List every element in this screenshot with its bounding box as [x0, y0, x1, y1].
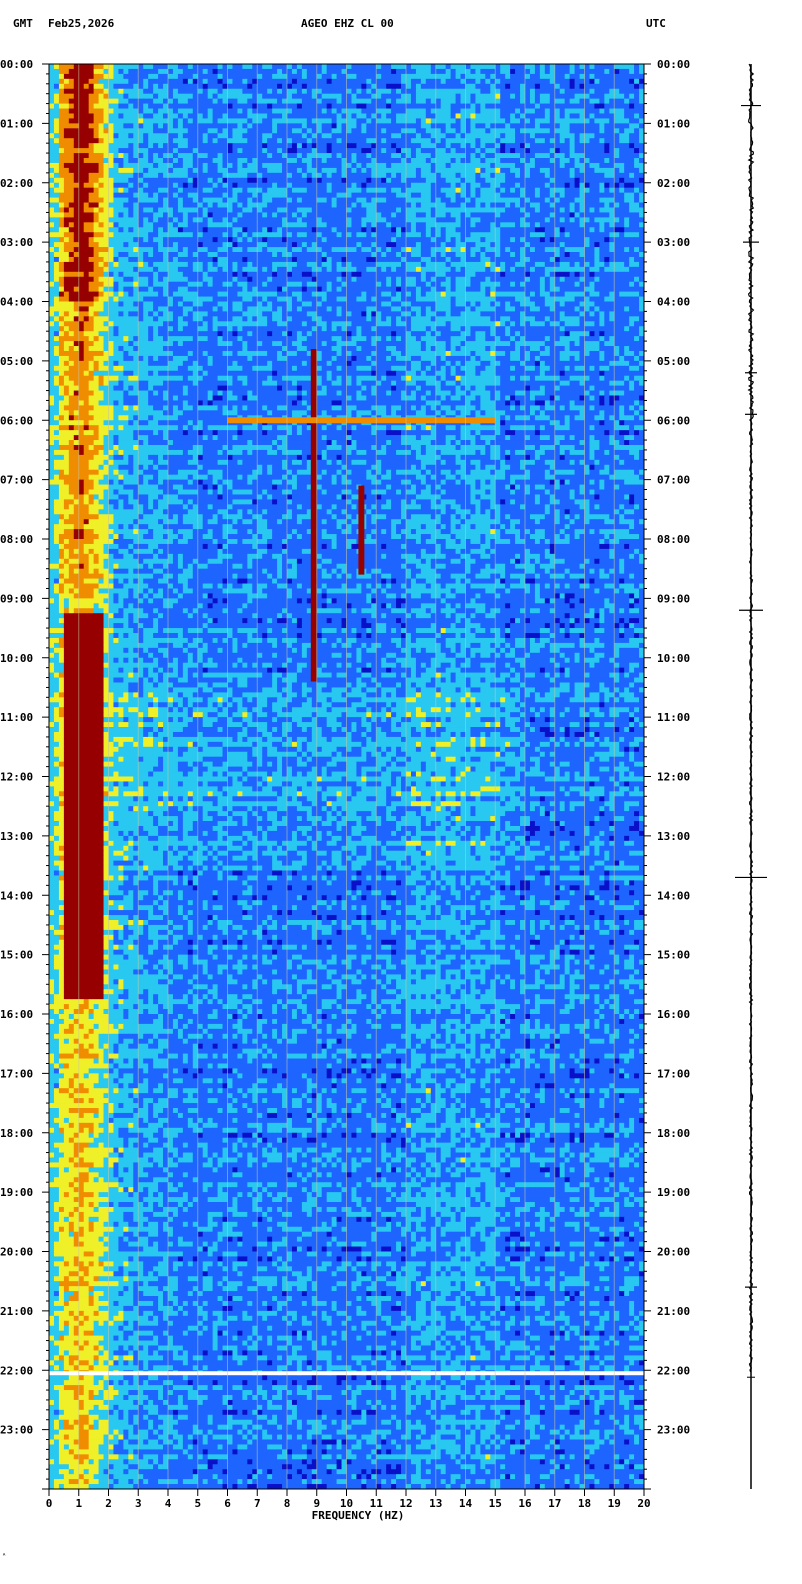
y-tick-label-left: 15:00 [0, 949, 33, 962]
x-tick-label: 8 [284, 1497, 291, 1510]
y-tick-label-right: 04:00 [657, 296, 690, 309]
y-tick-label-right: 15:00 [657, 949, 690, 962]
x-tick-label: 19 [608, 1497, 621, 1510]
y-tick-label-right: 23:00 [657, 1424, 690, 1437]
y-tick-label-right: 17:00 [657, 1067, 690, 1080]
y-tick-label-right: 07:00 [657, 474, 690, 487]
y-tick-label-right: 11:00 [657, 711, 690, 724]
y-tick-label-right: 09:00 [657, 592, 690, 605]
y-tick-label-left: 18:00 [0, 1127, 33, 1140]
y-tick-label-left: 05:00 [0, 355, 33, 368]
y-tick-label-right: 05:00 [657, 355, 690, 368]
y-tick-label-left: 16:00 [0, 1008, 33, 1021]
x-tick-label: 20 [637, 1497, 650, 1510]
y-tick-label-left: 17:00 [0, 1067, 33, 1080]
y-tick-label-right: 01:00 [657, 117, 690, 130]
x-tick-label: 14 [459, 1497, 473, 1510]
corner-mark: ᴬ [2, 1552, 6, 1560]
y-tick-label-right: 16:00 [657, 1008, 690, 1021]
y-tick-label-left: 19:00 [0, 1186, 33, 1199]
x-tick-label: 1 [75, 1497, 82, 1510]
y-tick-label-right: 08:00 [657, 533, 690, 546]
timezone-right-label: UTC [646, 17, 666, 30]
x-tick-label: 6 [224, 1497, 231, 1510]
x-tick-label: 9 [313, 1497, 320, 1510]
y-tick-label-right: 14:00 [657, 889, 690, 902]
y-tick-label-left: 03:00 [0, 236, 33, 249]
y-tick-label-left: 07:00 [0, 474, 33, 487]
x-axis-label: FREQUENCY (HZ) [312, 1509, 405, 1522]
x-tick-label: 15 [489, 1497, 502, 1510]
y-tick-label-left: 06:00 [0, 414, 33, 427]
y-tick-label-right: 13:00 [657, 830, 690, 843]
y-tick-label-left: 10:00 [0, 652, 33, 665]
x-tick-label: 18 [578, 1497, 591, 1510]
x-tick-label: 5 [194, 1497, 201, 1510]
y-tick-label-left: 12:00 [0, 771, 33, 784]
y-tick-label-left: 02:00 [0, 177, 33, 190]
y-tick-label-left: 14:00 [0, 889, 33, 902]
x-tick-label: 4 [165, 1497, 172, 1510]
y-tick-label-right: 00:00 [657, 58, 690, 71]
y-tick-label-left: 00:00 [0, 58, 33, 71]
y-tick-label-right: 03:00 [657, 236, 690, 249]
y-tick-label-right: 19:00 [657, 1186, 690, 1199]
y-tick-label-left: 01:00 [0, 117, 33, 130]
x-tick-label: 3 [135, 1497, 142, 1510]
date-label: Feb25,2026 [48, 17, 114, 30]
timezone-left-label: GMT [13, 17, 33, 30]
y-tick-label-right: 21:00 [657, 1305, 690, 1318]
y-tick-label-right: 20:00 [657, 1246, 690, 1259]
y-tick-label-left: 08:00 [0, 533, 33, 546]
y-tick-label-left: 11:00 [0, 711, 33, 724]
x-tick-label: 13 [429, 1497, 442, 1510]
y-tick-label-right: 22:00 [657, 1364, 690, 1377]
y-tick-label-right: 10:00 [657, 652, 690, 665]
y-tick-label-left: 13:00 [0, 830, 33, 843]
x-tick-label: 2 [105, 1497, 112, 1510]
y-tick-label-left: 21:00 [0, 1305, 33, 1318]
y-tick-label-left: 22:00 [0, 1364, 33, 1377]
x-tick-label: 17 [548, 1497, 561, 1510]
y-tick-label-right: 12:00 [657, 771, 690, 784]
y-tick-label-left: 09:00 [0, 592, 33, 605]
seismogram-wiggle [747, 63, 755, 1373]
seismogram-trace [735, 63, 767, 1489]
x-tick-label: 12 [399, 1497, 412, 1510]
y-tick-label-right: 06:00 [657, 414, 690, 427]
x-tick-label: 11 [370, 1497, 384, 1510]
x-tick-label: 10 [340, 1497, 353, 1510]
x-tick-label: 7 [254, 1497, 261, 1510]
x-tick-label: 0 [46, 1497, 53, 1510]
y-tick-label-right: 02:00 [657, 177, 690, 190]
station-title: AGEO EHZ CL 00 [301, 17, 394, 30]
axes: 0 1 2 3 4 5 6 7 8 9 10 11 12 13 14 15 16 17 18 19 2000:0001:… [0, 58, 690, 1510]
y-tick-label-left: 23:00 [0, 1424, 33, 1437]
y-tick-label-left: 04:00 [0, 296, 33, 309]
y-tick-label-left: 20:00 [0, 1246, 33, 1259]
frequency-gridlines [78, 64, 615, 1489]
y-tick-label-right: 18:00 [657, 1127, 690, 1140]
x-tick-label: 16 [518, 1497, 532, 1510]
